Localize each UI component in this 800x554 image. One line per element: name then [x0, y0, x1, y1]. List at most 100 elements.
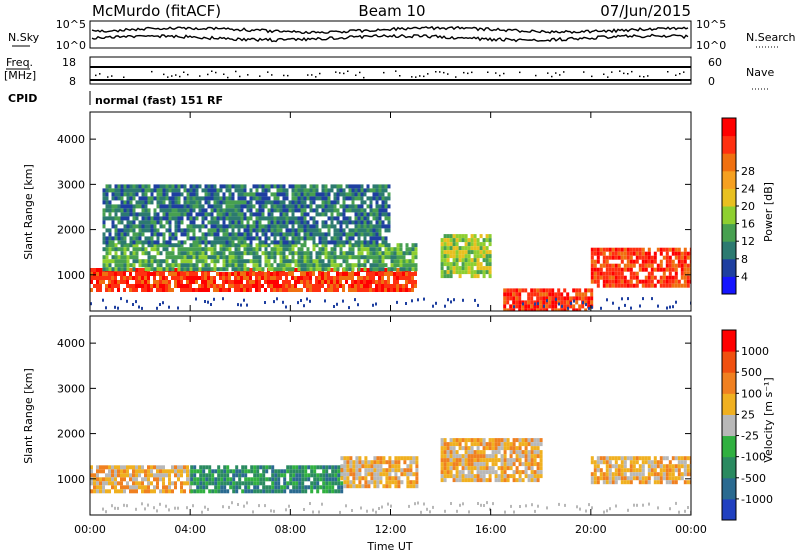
velocity-cell — [513, 510, 515, 514]
velocity-cell — [328, 481, 332, 486]
velocity-cell — [602, 456, 606, 461]
power-cell — [255, 284, 258, 288]
power-cell — [351, 276, 354, 280]
power-cell — [381, 288, 384, 292]
power-cell — [440, 246, 444, 251]
power-cell — [360, 288, 363, 292]
power-cell — [276, 297, 278, 301]
power-cell — [333, 184, 337, 189]
velocity-cell — [632, 456, 636, 461]
power-cell — [345, 208, 349, 213]
power-cell — [647, 251, 651, 256]
power-cell — [108, 240, 112, 245]
velocity-cell — [183, 469, 186, 474]
velocity-cell — [527, 442, 531, 447]
velocity-cell — [650, 460, 654, 465]
power-cell — [138, 184, 142, 189]
power-cell — [186, 208, 190, 213]
velocity-cell — [280, 473, 284, 478]
velocity-cell — [364, 460, 368, 465]
power-cell — [171, 272, 174, 276]
velocity-cell — [485, 442, 489, 447]
power-cell — [677, 247, 681, 252]
power-cell — [467, 250, 471, 255]
velocity-cell — [138, 473, 141, 478]
power-cell — [159, 200, 163, 205]
power-cell — [378, 184, 382, 189]
velocity-cell — [455, 466, 459, 471]
velocity-cell — [455, 442, 459, 447]
power-cell — [509, 292, 513, 297]
velocity-cell — [488, 438, 492, 443]
power-cell — [506, 288, 510, 293]
power-cell — [291, 251, 295, 256]
power-cell — [180, 220, 184, 225]
power-cell — [195, 188, 199, 193]
power-cell — [276, 188, 280, 193]
power-cell — [608, 255, 612, 260]
velocity-cell — [186, 506, 188, 510]
power-cell — [375, 272, 378, 276]
velocity-cell — [165, 473, 168, 478]
power-cell — [617, 263, 621, 268]
power-cell — [315, 208, 319, 213]
velocity-cell — [346, 456, 350, 461]
power-cell — [360, 220, 364, 225]
power-cell — [545, 292, 549, 297]
power-cell — [252, 228, 256, 233]
velocity-cell — [409, 464, 413, 469]
power-cell — [240, 259, 244, 264]
power-cell — [297, 216, 301, 221]
power-cell — [177, 204, 181, 209]
power-cell — [270, 240, 274, 245]
power-cell — [219, 224, 223, 229]
power-cell — [602, 271, 606, 276]
power-cell — [111, 247, 115, 252]
velocity-cell — [440, 474, 444, 479]
power-cell — [171, 255, 175, 260]
power-cell — [270, 255, 274, 260]
power-cell — [345, 204, 349, 209]
power-cell — [572, 296, 576, 301]
velocity-cell — [132, 473, 135, 478]
power-cell — [605, 247, 609, 252]
power-cell — [243, 284, 246, 288]
power-cell — [255, 184, 259, 189]
power-cell — [198, 236, 202, 241]
power-cell — [515, 296, 519, 301]
velocity-cell — [406, 464, 410, 469]
velocity-cell — [533, 474, 537, 479]
velocity-cell — [464, 466, 468, 471]
velocity-cell — [307, 465, 311, 470]
power-cell — [542, 288, 546, 293]
velocity-cell — [506, 442, 510, 447]
velocity-cell — [473, 462, 477, 467]
power-cell — [279, 263, 283, 268]
velocity-cell — [461, 454, 465, 459]
power-cell — [288, 232, 292, 237]
velocity-cell — [527, 438, 531, 443]
power-cell — [108, 280, 111, 284]
power-cell — [369, 284, 372, 288]
power-cell — [123, 251, 127, 256]
power-cell — [276, 204, 280, 209]
power-cell — [659, 263, 663, 268]
power-cell — [309, 228, 313, 233]
power-cell — [650, 275, 654, 280]
power-cell — [408, 288, 411, 292]
power-cell — [135, 243, 139, 248]
power-cell — [303, 280, 306, 284]
velocity-cell — [223, 465, 227, 470]
velocity-cell — [455, 470, 459, 475]
velocity-cell — [683, 460, 687, 465]
power-cell — [114, 272, 117, 276]
power-cell — [366, 216, 370, 221]
power-cell — [387, 192, 391, 197]
velocity-cell — [313, 469, 317, 474]
power-cell — [381, 243, 385, 248]
power-cell — [159, 259, 163, 264]
power-cell — [192, 228, 196, 233]
power-cell — [162, 212, 166, 217]
power-cell — [267, 212, 271, 217]
power-cell — [156, 251, 160, 256]
